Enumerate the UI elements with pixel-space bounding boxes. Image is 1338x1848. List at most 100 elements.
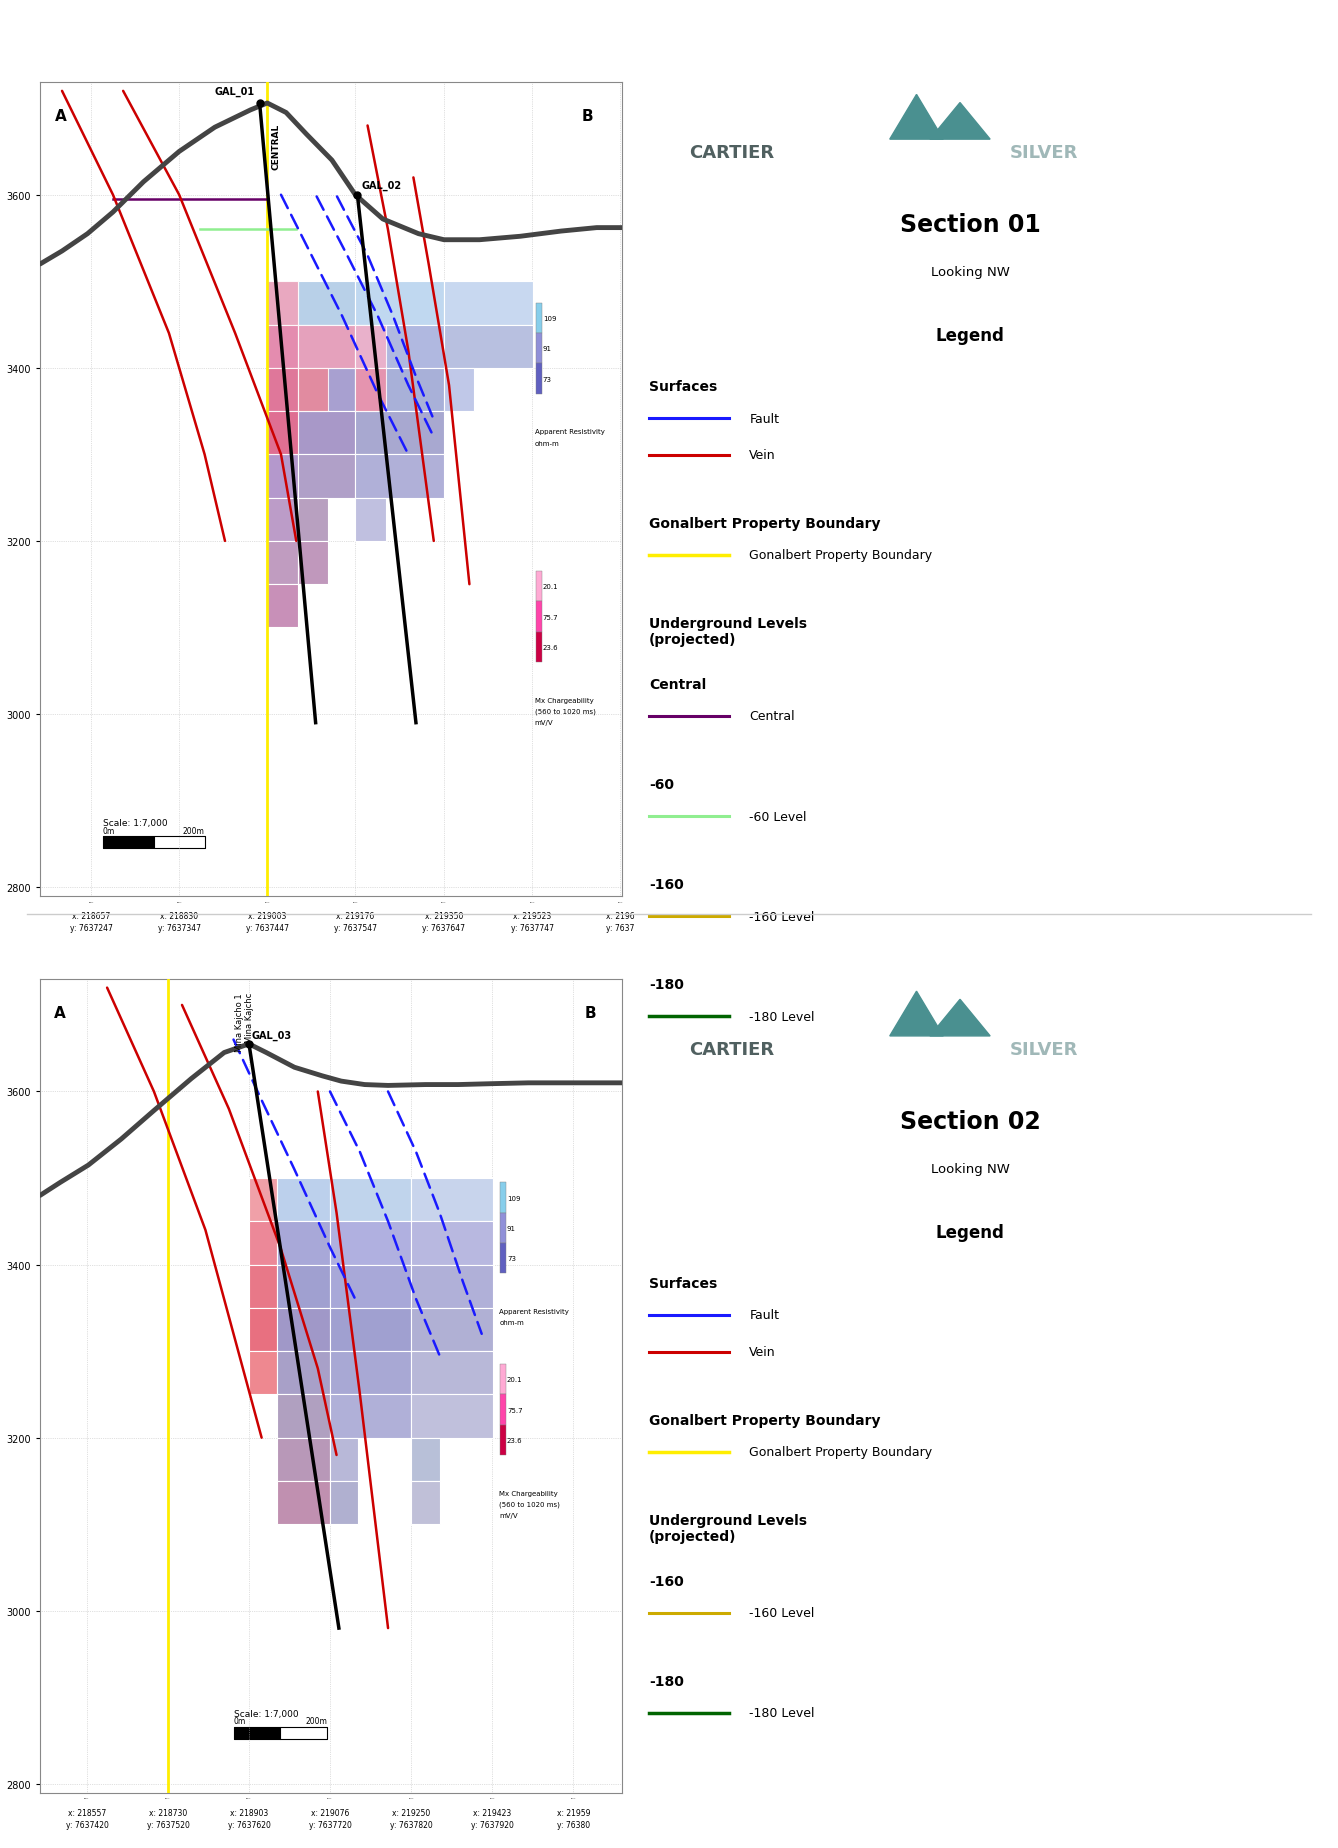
Text: y: 7637347: y: 7637347 [158,924,201,933]
Text: Underground Levels
(projected): Underground Levels (projected) [649,1514,807,1543]
Text: x: 2196: x: 2196 [606,911,634,920]
Bar [500,1425,506,1454]
Bar [535,571,542,602]
Bar [277,1438,330,1480]
Text: (560 to 1020 ms): (560 to 1020 ms) [535,708,595,715]
Text: Surfaces: Surfaces [649,1277,717,1290]
Text: 91: 91 [507,1225,516,1231]
Text: Vein: Vein [749,449,776,462]
Text: y: 7637747: y: 7637747 [511,924,554,933]
Text: 200m: 200m [183,826,205,835]
Text: SILVER: SILVER [1010,1040,1078,1059]
Text: Vein: Vein [749,1345,776,1358]
Bar [500,1244,506,1273]
Text: CARTIER: CARTIER [689,144,775,163]
Text: y: 7637: y: 7637 [606,924,634,933]
Bar [268,368,298,412]
Bar [330,1308,412,1351]
Text: GAL_02: GAL_02 [361,181,401,192]
Bar [535,364,542,395]
Text: (560 to 1020 ms): (560 to 1020 ms) [499,1501,561,1508]
Text: x: 219523: x: 219523 [512,911,551,920]
Text: ohm-m: ohm-m [535,440,559,447]
Text: Mina Kajchc: Mina Kajchc [245,992,254,1042]
Text: -180: -180 [649,1674,684,1687]
Text: x: 219176: x: 219176 [336,911,375,920]
Text: GAL_01: GAL_01 [214,87,254,96]
Bar [268,412,298,455]
Text: Central: Central [649,678,706,691]
Text: Fault: Fault [749,1308,779,1321]
Text: A: A [55,109,67,124]
Bar [412,1222,492,1264]
Bar [330,1480,359,1525]
Text: SILVER: SILVER [1010,144,1078,163]
Text: Gonalbert Property Boundary: Gonalbert Property Boundary [649,1414,880,1427]
Text: CARTIER: CARTIER [689,1040,775,1059]
Bar [277,1222,330,1264]
Text: y: 7637247: y: 7637247 [70,924,112,933]
Text: y: 7637820: y: 7637820 [391,1820,432,1830]
Polygon shape [930,1000,990,1037]
Bar [298,455,356,499]
Bar [249,1308,277,1351]
Text: -180 Level: -180 Level [749,1706,815,1719]
Bar [249,1264,277,1308]
Text: Apparent Resistivity: Apparent Resistivity [535,429,605,434]
Text: 109: 109 [543,316,557,322]
Text: Legend: Legend [935,327,1005,346]
Bar [298,412,356,455]
Text: 0m: 0m [234,1717,246,1726]
Bar [444,368,475,412]
Bar [412,1480,440,1525]
Bar [268,455,298,499]
Text: y: 7637420: y: 7637420 [66,1820,108,1830]
Bar [500,1212,506,1244]
Bar [268,584,298,628]
Text: B: B [582,109,593,124]
Bar [298,499,328,541]
Bar [412,1308,492,1351]
Bar [268,541,298,584]
Text: 91: 91 [543,346,551,353]
Text: 20.1: 20.1 [507,1377,523,1382]
Text: y: 7637520: y: 7637520 [147,1820,190,1830]
Bar [330,1264,412,1308]
Bar [356,368,444,412]
Text: y: 7637920: y: 7637920 [471,1820,514,1830]
Text: Central: Central [749,710,795,723]
Polygon shape [890,992,943,1037]
Text: -60: -60 [649,778,674,791]
Text: Scale: 1:7,000: Scale: 1:7,000 [103,819,167,828]
Text: -60 Level: -60 Level [749,809,807,822]
Bar [268,412,298,455]
Text: 73: 73 [507,1255,516,1262]
Text: GAL_03: GAL_03 [252,1029,292,1040]
Bar [356,325,385,368]
Bar [356,412,444,455]
Bar [356,368,385,412]
Text: y: 7637447: y: 7637447 [246,924,289,933]
Bar [412,1395,492,1438]
Bar [500,1183,506,1212]
Bar [298,541,328,584]
Bar [330,1222,412,1264]
Bar [298,368,356,412]
Text: x: 218657: x: 218657 [72,911,110,920]
Text: x: 219350: x: 219350 [424,911,463,920]
Bar [268,325,298,368]
Bar [356,455,444,499]
Bar [356,499,385,541]
Text: -160 Level: -160 Level [749,909,815,924]
Text: Section 01: Section 01 [899,213,1041,237]
Bar [268,283,298,325]
Bar [330,1438,359,1480]
Text: x: 219076: x: 219076 [310,1807,349,1817]
Text: Mina Kajcho 1: Mina Kajcho 1 [235,992,244,1052]
Text: -180 Level: -180 Level [749,1011,815,1024]
Polygon shape [890,96,943,140]
Bar [412,1351,492,1395]
Text: 73: 73 [543,377,551,383]
Text: 20.1: 20.1 [543,584,558,590]
Bar [535,632,542,663]
